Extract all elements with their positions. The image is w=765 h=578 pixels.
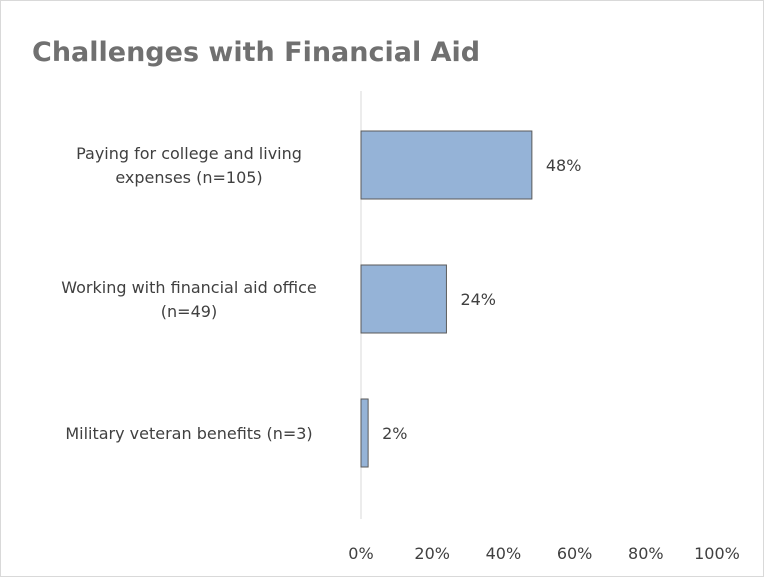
category-label-3: Military veteran benefits (n=3) <box>65 424 312 443</box>
data-label-1: 48% <box>546 156 582 175</box>
data-label-2: 24% <box>460 290 496 309</box>
x-tick-label-6: 100% <box>694 544 740 563</box>
bar-3 <box>360 398 369 468</box>
x-tick-label-5: 80% <box>628 544 664 563</box>
data-labels-group: 48% 24% 2% <box>382 156 581 443</box>
x-axis-tick-labels: 0% 20% 40% 60% 80% 100% <box>348 544 740 563</box>
bar-2 <box>360 264 447 334</box>
chart-title: Challenges with Financial Aid <box>32 37 480 68</box>
category-labels-group: Paying for college and living expenses (n… <box>61 144 317 443</box>
bar-1 <box>360 130 533 200</box>
x-tick-label-4: 60% <box>557 544 593 563</box>
bars-group <box>360 130 533 468</box>
x-tick-label-3: 40% <box>486 544 522 563</box>
category-label-2: Working with financial aid office (n=49) <box>61 278 317 321</box>
category-label-1: Paying for college and living expenses (n… <box>76 144 302 187</box>
x-tick-label-1: 0% <box>348 544 373 563</box>
x-tick-label-2: 20% <box>414 544 450 563</box>
data-label-3: 2% <box>382 424 407 443</box>
